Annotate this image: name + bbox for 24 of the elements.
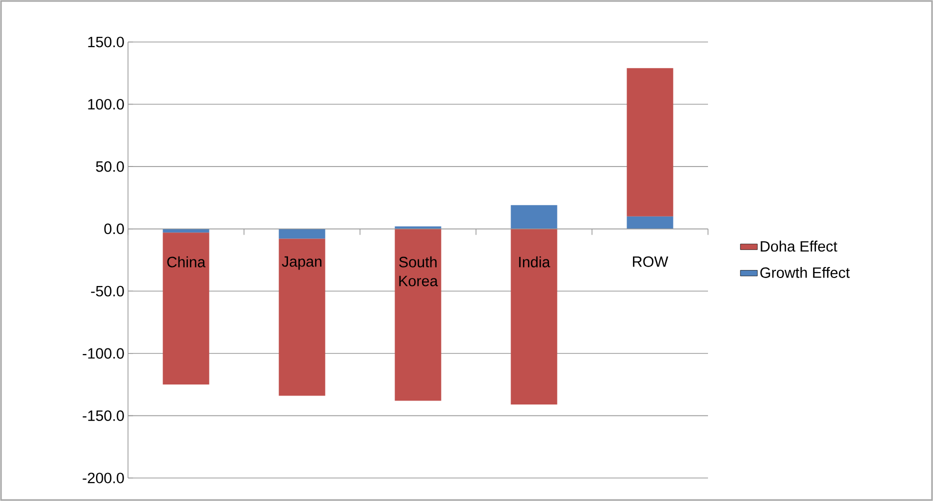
y-tick-label: 0.0 (104, 224, 124, 234)
bar (510, 228, 558, 404)
x-tick-label: South Korea (399, 256, 438, 286)
y-tick-label: 100.0 (88, 98, 124, 110)
x-tick-label: ROW (632, 256, 668, 267)
y-tick-label: 50.0 (96, 161, 124, 172)
y-tick-label: -50.0 (91, 286, 124, 296)
bar (162, 232, 210, 385)
bar (394, 228, 442, 401)
x-tick-label: India (519, 256, 550, 268)
bar (278, 238, 326, 396)
bar (626, 216, 674, 229)
y-tick-label: -150.0 (82, 410, 124, 421)
bar (626, 68, 674, 216)
legend-label: Doha Effect (760, 240, 838, 252)
y-tick-label: -200.0 (82, 472, 124, 484)
x-tick-label: China (167, 256, 206, 268)
bar (278, 228, 326, 239)
bar (510, 205, 558, 229)
y-tick-label: -100.0 (82, 348, 124, 359)
bar (162, 228, 210, 233)
y-tick-label: 150.0 (88, 36, 124, 48)
legend-label: Growth Effect (760, 266, 850, 278)
x-tick-label: Japan (282, 256, 322, 270)
